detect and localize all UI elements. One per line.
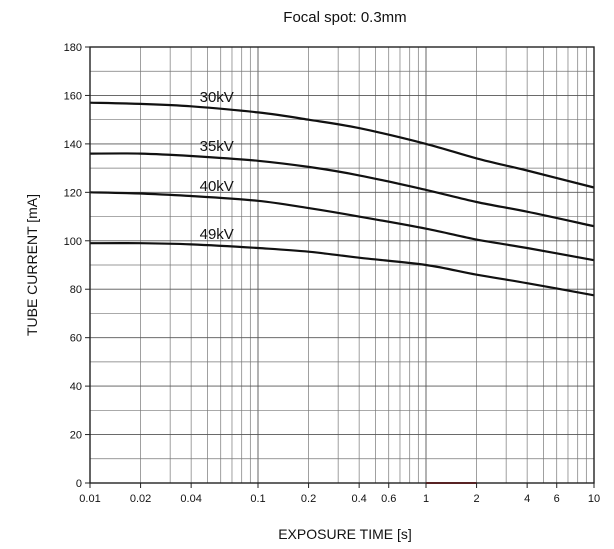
x-tick-label: 2: [474, 493, 480, 505]
y-tick-label: 140: [64, 139, 82, 151]
y-tick-label: 0: [76, 478, 82, 490]
y-tick-label: 60: [70, 333, 82, 345]
x-tick-label: 0.1: [250, 493, 265, 505]
series-layer: [89, 101, 595, 297]
x-tick-label: 0.01: [79, 493, 100, 505]
y-axis-label: TUBE CURRENT [mA]: [24, 194, 40, 336]
x-tick-label: 0.02: [130, 493, 151, 505]
x-tick-label: 0.6: [381, 493, 396, 505]
x-tick-label: 0.04: [180, 493, 201, 505]
y-tick-label: 40: [70, 381, 82, 393]
plot-frame: [89, 46, 595, 484]
x-tick-label: 0.4: [351, 493, 366, 505]
series-label-30kv: 30kV: [200, 89, 234, 106]
series-label-40kv: 40kV: [200, 178, 234, 195]
grid: [90, 47, 594, 483]
series-labels: 30kV 35kV 40kV 49kV: [200, 89, 234, 243]
y-tick-label: 80: [70, 284, 82, 296]
y-tick-label: 120: [64, 187, 82, 199]
x-tick-label: 1: [423, 493, 429, 505]
series-line-49kv: [89, 242, 595, 297]
x-tick-label: 10: [588, 493, 600, 505]
series-line-35kv: [89, 152, 595, 228]
y-tick-label: 100: [64, 236, 82, 248]
y-tick-label: 180: [64, 42, 82, 54]
y-tick-label: 160: [64, 90, 82, 102]
series-label-35kv: 35kV: [200, 138, 234, 155]
x-axis-label: EXPOSURE TIME [s]: [278, 526, 412, 542]
series-line-30kv: [89, 101, 595, 189]
x-tick-label: 0.2: [301, 493, 316, 505]
x-tick-label: 6: [554, 493, 560, 505]
y-tick-label: 20: [70, 430, 82, 442]
x-tick-label: 4: [524, 493, 530, 505]
series-line-40kv: [89, 191, 595, 262]
chart-title: Focal spot: 0.3mm: [283, 9, 406, 26]
tick-labels: 0.01 0.02 0.04 0.1 0.2 0.4 0.6 1 2 4 6 100204060801…: [64, 42, 600, 505]
series-label-49kv: 49kV: [200, 226, 234, 243]
